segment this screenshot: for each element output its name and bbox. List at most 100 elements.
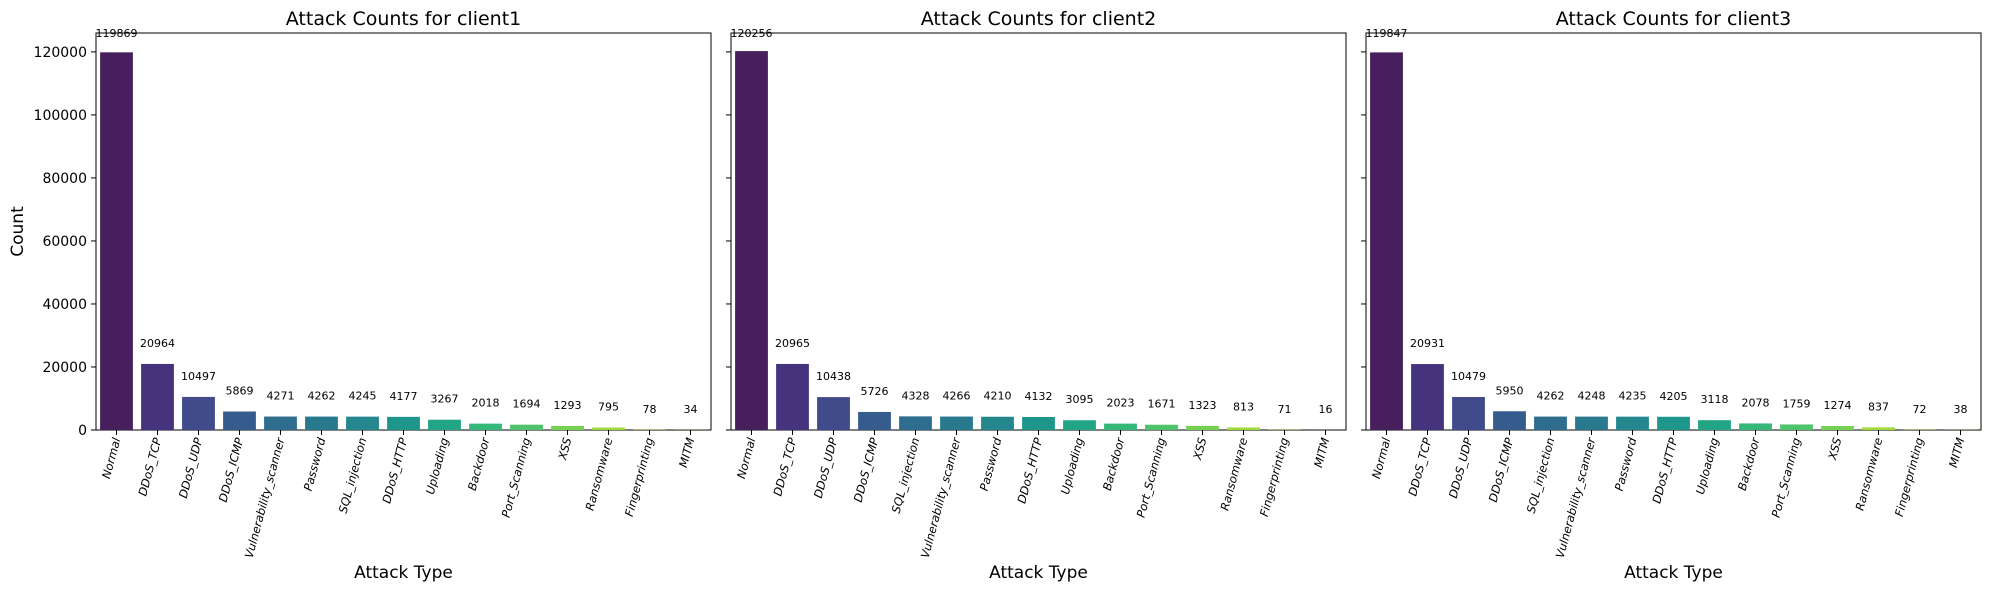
- data-label: 3095: [1066, 393, 1094, 406]
- data-label: 3118: [1701, 393, 1729, 406]
- bar: [346, 416, 379, 430]
- data-label: 795: [598, 400, 619, 413]
- x-tick-label: Normal: [1369, 435, 1394, 480]
- x-axis-label: Attack Type: [989, 563, 1088, 583]
- bar: [1616, 416, 1649, 430]
- data-label: 2023: [1107, 397, 1135, 410]
- bar: [1370, 52, 1403, 430]
- bar: [858, 411, 891, 430]
- bar: [1104, 423, 1137, 430]
- bar: [735, 51, 768, 431]
- x-tick-label: DDoS_TCP: [770, 436, 799, 497]
- x-tick-label: DDoS_TCP: [135, 436, 164, 497]
- x-tick-label: Normal: [99, 435, 124, 480]
- data-label: 4245: [349, 390, 377, 403]
- data-label: 4177: [390, 390, 418, 403]
- data-label: 119847: [1366, 27, 1408, 40]
- data-label: 20931: [1410, 337, 1445, 350]
- bar: [1411, 364, 1444, 430]
- data-label: 1671: [1148, 398, 1176, 411]
- x-tick-label: Port_Scanning: [1134, 436, 1169, 519]
- x-tick-label: Vulnerability_scanner: [918, 435, 964, 560]
- x-tick-label: MITM: [1946, 436, 1967, 469]
- y-tick-label: 60000: [42, 234, 87, 250]
- x-tick-label: Uploading: [1693, 436, 1722, 496]
- x-tick-label: DDoS_UDP: [176, 436, 206, 500]
- x-tick-label: Vulnerability_scanner: [1553, 435, 1599, 560]
- x-tick-label: XSS: [1825, 436, 1844, 462]
- bar: [1575, 416, 1608, 430]
- x-tick-label: Fingerprinting: [1892, 436, 1926, 518]
- chart-title: Attack Counts for client2: [921, 8, 1157, 30]
- y-tick-label: 100000: [34, 108, 87, 124]
- bar: [1063, 420, 1096, 430]
- x-tick-label: SQL_injection: [1524, 436, 1558, 515]
- x-tick-label: DDoS_ICMP: [1486, 436, 1517, 504]
- bar: [223, 411, 256, 430]
- data-label: 4248: [1578, 390, 1606, 403]
- data-label: 78: [643, 403, 657, 416]
- bar: [264, 416, 297, 430]
- chart-title: Attack Counts for client3: [1556, 8, 1792, 30]
- bar: [1452, 396, 1485, 430]
- data-label: 120256: [731, 27, 773, 40]
- data-label: 813: [1233, 400, 1254, 413]
- y-tick-label: 0: [78, 423, 87, 439]
- x-tick-label: XSS: [1190, 436, 1209, 462]
- x-tick-label: Uploading: [423, 436, 452, 496]
- y-tick-label: 40000: [42, 297, 87, 313]
- bar: [1022, 416, 1055, 430]
- data-label: 119869: [96, 27, 138, 40]
- data-label: 4266: [943, 390, 971, 403]
- x-axis-label: Attack Type: [354, 563, 453, 583]
- x-tick-label: Backdoor: [465, 435, 493, 492]
- bar: [817, 397, 850, 430]
- bar: [1698, 420, 1731, 430]
- data-label: 20964: [140, 337, 175, 350]
- x-tick-label: DDoS_UDP: [1446, 436, 1476, 500]
- y-tick-label: 20000: [42, 360, 87, 376]
- bar: [182, 396, 215, 430]
- data-label: 4235: [1619, 390, 1647, 403]
- bar: [899, 416, 932, 430]
- x-tick-label: Port_Scanning: [1769, 436, 1804, 519]
- bar: [428, 419, 461, 430]
- data-label: 1274: [1824, 399, 1852, 412]
- data-label: 71: [1278, 403, 1292, 416]
- x-tick-label: DDoS_ICMP: [851, 436, 882, 504]
- data-label: 38: [1954, 403, 1968, 416]
- x-tick-label: Normal: [734, 435, 759, 480]
- bar: [1780, 424, 1813, 430]
- x-tick-label: Backdoor: [1100, 435, 1128, 492]
- x-tick-label: SQL_injection: [336, 436, 370, 515]
- x-tick-label: DDoS_HTTP: [1649, 436, 1680, 505]
- y-tick-label: 80000: [42, 171, 87, 187]
- x-tick-label: Ransomware: [583, 436, 616, 512]
- bar: [776, 363, 809, 430]
- x-tick-label: MITM: [1311, 436, 1332, 469]
- x-tick-label: SQL_injection: [889, 436, 923, 515]
- bar: [1657, 416, 1690, 430]
- x-tick-label: XSS: [555, 436, 574, 462]
- bar: [940, 416, 973, 430]
- data-label: 10479: [1451, 370, 1486, 383]
- y-axis-label: Count: [8, 206, 28, 257]
- bar: [1145, 424, 1178, 430]
- x-tick-label: DDoS_UDP: [811, 436, 841, 500]
- bar: [551, 425, 584, 430]
- x-tick-label: Uploading: [1058, 436, 1087, 496]
- data-label: 5726: [861, 385, 889, 398]
- bar: [1862, 427, 1895, 430]
- bar: [592, 427, 625, 430]
- bar: [510, 424, 543, 430]
- data-label: 1323: [1189, 399, 1217, 412]
- x-tick-label: DDoS_HTTP: [379, 436, 410, 505]
- data-label: 2018: [472, 397, 500, 410]
- data-label: 1293: [554, 399, 582, 412]
- data-label: 1759: [1783, 397, 1811, 410]
- x-tick-label: Backdoor: [1735, 435, 1763, 492]
- bar: [387, 416, 420, 430]
- x-tick-label: MITM: [676, 436, 697, 469]
- data-label: 10497: [181, 370, 216, 383]
- x-tick-label: Fingerprinting: [1257, 436, 1291, 518]
